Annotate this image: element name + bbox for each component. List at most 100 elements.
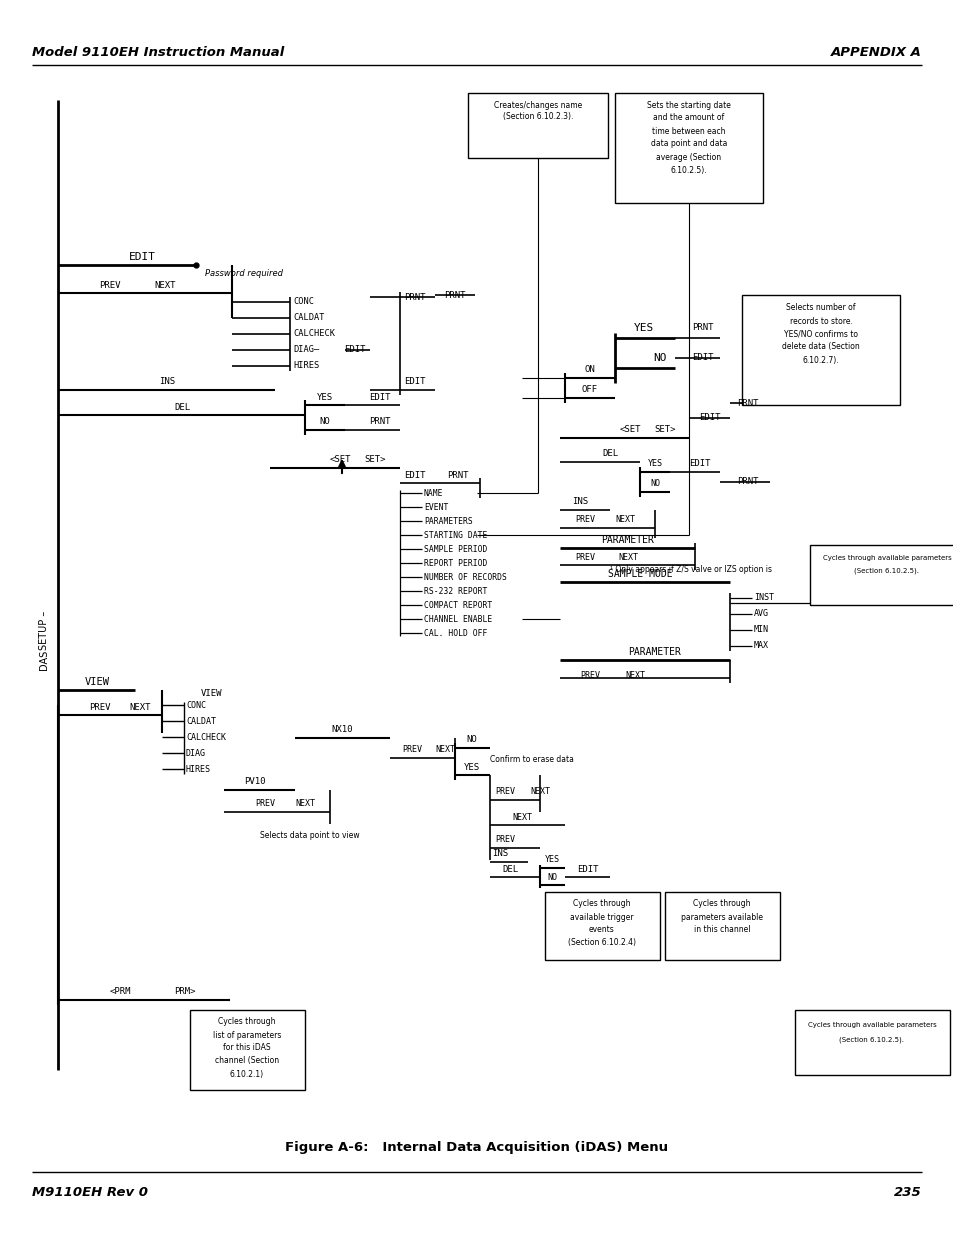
Text: PREV: PREV: [495, 836, 515, 845]
Text: STARTING DATE: STARTING DATE: [423, 531, 487, 540]
Text: Cycles through available parameters: Cycles through available parameters: [821, 555, 950, 561]
Text: M9110EH Rev 0: M9110EH Rev 0: [32, 1186, 148, 1198]
Text: <SET: <SET: [329, 456, 351, 464]
Text: PARAMETERS: PARAMETERS: [423, 516, 473, 526]
Text: YES: YES: [633, 324, 654, 333]
Text: EDIT: EDIT: [699, 414, 720, 422]
Text: VIEW: VIEW: [85, 677, 110, 687]
Text: NEXT: NEXT: [435, 746, 455, 755]
Text: EDIT: EDIT: [369, 393, 391, 401]
Text: CALDAT: CALDAT: [293, 314, 324, 322]
Text: MIN: MIN: [753, 625, 768, 635]
Text: PREV: PREV: [579, 671, 599, 679]
Text: PRNT: PRNT: [444, 290, 465, 300]
Text: NEXT: NEXT: [294, 799, 314, 809]
Text: YES: YES: [463, 762, 479, 772]
Text: PREV: PREV: [254, 799, 274, 809]
Text: NEXT: NEXT: [615, 515, 635, 525]
Text: SETUP –: SETUP –: [39, 610, 49, 650]
Text: CONC: CONC: [293, 298, 314, 306]
Text: time between each: time between each: [652, 126, 725, 136]
Text: PREV: PREV: [575, 515, 595, 525]
Text: YES: YES: [544, 856, 558, 864]
Text: PARAMETER: PARAMETER: [601, 535, 654, 545]
Text: CAL. HOLD OFF: CAL. HOLD OFF: [423, 629, 487, 637]
Text: PRNT: PRNT: [447, 471, 468, 479]
Text: delete data (Section: delete data (Section: [781, 342, 859, 352]
Text: NEXT: NEXT: [618, 552, 638, 562]
Text: NEXT: NEXT: [154, 280, 175, 289]
Text: Cycles through available parameters: Cycles through available parameters: [807, 1023, 936, 1028]
Text: NO: NO: [546, 872, 557, 882]
Text: <SET: <SET: [618, 426, 640, 435]
Text: Model 9110EH Instruction Manual: Model 9110EH Instruction Manual: [32, 46, 284, 58]
Text: EDIT: EDIT: [344, 346, 365, 354]
Text: EDIT: EDIT: [404, 471, 425, 479]
Text: DIAG: DIAG: [186, 748, 206, 757]
Text: NO: NO: [319, 417, 330, 426]
Text: Selects data point to view: Selects data point to view: [260, 830, 359, 840]
Text: PRNT: PRNT: [737, 399, 758, 408]
Text: COMPACT REPORT: COMPACT REPORT: [423, 600, 492, 610]
Bar: [615, 93, 762, 203]
Text: Creates/changes name: Creates/changes name: [494, 100, 581, 110]
Text: PRM>: PRM>: [174, 988, 195, 997]
Text: HIRES: HIRES: [186, 764, 211, 773]
Text: SET>: SET>: [364, 456, 385, 464]
Text: Cycles through: Cycles through: [693, 899, 750, 909]
Text: 6.10.2.1): 6.10.2.1): [230, 1070, 264, 1078]
Text: PREV: PREV: [575, 552, 595, 562]
Text: NEXT: NEXT: [512, 813, 532, 821]
Text: CALDAT: CALDAT: [186, 716, 215, 725]
Text: PRECISION: PRECISION: [809, 599, 854, 608]
Text: PV10: PV10: [244, 778, 266, 787]
Text: CHANNEL ENABLE: CHANNEL ENABLE: [423, 615, 492, 624]
Text: Confirm to erase data: Confirm to erase data: [490, 756, 574, 764]
Text: events: events: [589, 925, 615, 935]
Text: PREV: PREV: [401, 746, 421, 755]
Bar: [741, 295, 899, 405]
Text: REPORT PERIOD: REPORT PERIOD: [423, 558, 487, 568]
Text: PARAMETER: PARAMETER: [628, 647, 680, 657]
Text: (Section 6.10.2.3).: (Section 6.10.2.3).: [502, 112, 573, 121]
Bar: [190, 1010, 305, 1091]
Text: SAMPLE MODE: SAMPLE MODE: [607, 569, 672, 579]
Text: 6.10.2.7).: 6.10.2.7).: [801, 356, 839, 364]
Text: Selects number of: Selects number of: [785, 304, 855, 312]
Text: and the amount of: and the amount of: [653, 114, 724, 122]
Text: SAMPLE PERIOD: SAMPLE PERIOD: [423, 545, 487, 553]
Text: PRNT: PRNT: [692, 324, 713, 332]
Text: EDIT: EDIT: [577, 864, 598, 873]
Text: PREV: PREV: [90, 703, 111, 711]
Text: VIEW: VIEW: [201, 688, 222, 698]
Text: NO: NO: [653, 353, 666, 363]
Text: list of parameters: list of parameters: [213, 1030, 281, 1040]
Text: PRNT: PRNT: [404, 293, 425, 301]
Text: ¹ Only appears if Z/S valve or IZS option is: ¹ Only appears if Z/S valve or IZS optio…: [609, 566, 771, 574]
Text: NO: NO: [649, 479, 659, 489]
Text: INST: INST: [753, 594, 773, 603]
Text: DEL: DEL: [173, 403, 190, 411]
Text: EVENT: EVENT: [423, 503, 448, 511]
Text: (Section 6.10.2.5).: (Section 6.10.2.5).: [839, 1036, 903, 1044]
Text: YES/NO confirms to: YES/NO confirms to: [783, 330, 857, 338]
Bar: [468, 93, 607, 158]
Text: ON: ON: [584, 366, 595, 374]
Text: NEXT: NEXT: [624, 671, 644, 679]
Text: YES: YES: [647, 459, 661, 468]
Bar: [544, 892, 659, 960]
Text: OFF: OFF: [581, 385, 598, 394]
Bar: [794, 1010, 949, 1074]
Text: parameters available: parameters available: [680, 913, 762, 921]
Text: APPENDIX A: APPENDIX A: [830, 46, 921, 58]
Text: PREV: PREV: [99, 280, 121, 289]
Text: NAME: NAME: [423, 489, 443, 498]
Text: INS: INS: [159, 378, 175, 387]
Text: DAS: DAS: [39, 650, 49, 671]
Text: DEL: DEL: [601, 450, 618, 458]
Text: INS: INS: [492, 850, 508, 858]
Text: NX10: NX10: [331, 725, 353, 735]
Text: PREV: PREV: [495, 788, 515, 797]
Text: INS: INS: [572, 498, 587, 506]
Text: Password required: Password required: [205, 268, 283, 278]
